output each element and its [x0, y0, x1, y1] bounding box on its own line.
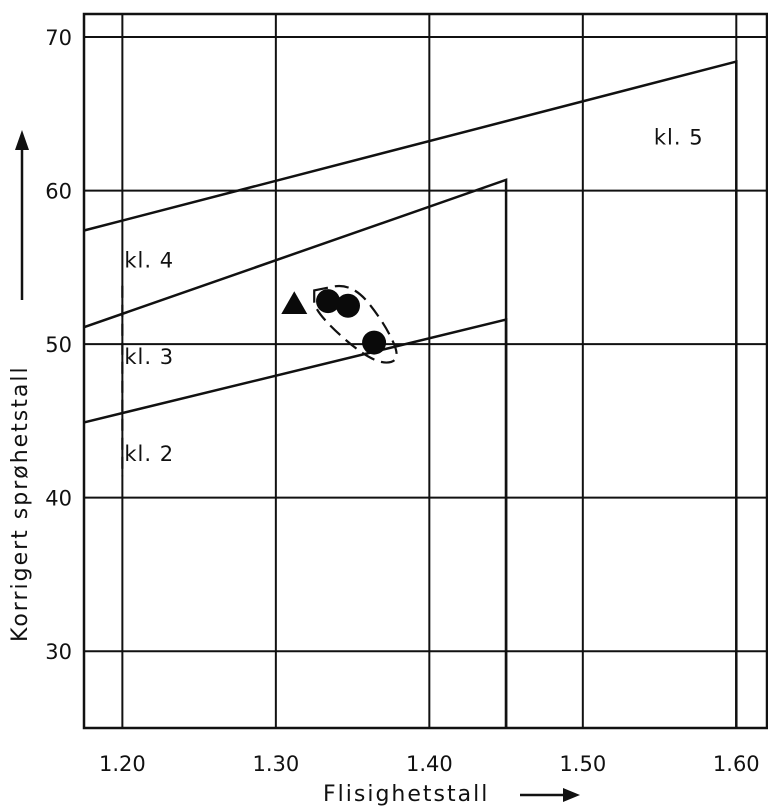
grid	[84, 14, 767, 728]
data-point-circle	[316, 289, 341, 314]
x-axis-arrow-head	[563, 788, 580, 802]
class-label: kl. 4	[124, 248, 174, 272]
x-tick-label: 1.60	[713, 752, 760, 776]
class-label: kl. 5	[654, 126, 704, 150]
y-tick-label: 60	[45, 180, 72, 204]
class-label: kl. 2	[124, 442, 174, 466]
x-tick-label: 1.40	[406, 752, 453, 776]
y-tick-label: 40	[45, 487, 72, 511]
x-axis-label: Flisighetstall	[323, 782, 489, 807]
class-label: kl. 3	[124, 345, 174, 369]
x-tick-label: 1.20	[99, 752, 146, 776]
dashed-enclosure	[313, 284, 398, 364]
class-boundaries	[83, 59, 738, 728]
tick-labels: 1.20 1.30 1.40 1.50 1.60 30 40 50 60 70	[45, 26, 759, 776]
y-axis-title: Korrigert sprøhetstall	[8, 130, 33, 642]
y-tick-label: 70	[45, 26, 72, 50]
x-tick-label: 1.50	[559, 752, 606, 776]
data-markers	[281, 289, 387, 355]
x-axis-title: Flisighetstall	[323, 782, 580, 807]
enclosure-outline	[313, 284, 398, 364]
class-boundary-line	[83, 59, 738, 728]
x-tick-label: 1.30	[252, 752, 299, 776]
class-boundary-line	[83, 178, 508, 728]
class-labels: kl. 5 kl. 4 kl. 3 kl. 2	[124, 126, 704, 466]
data-point-circle	[335, 293, 360, 318]
data-point-circle	[362, 330, 387, 355]
y-tick-label: 50	[45, 333, 72, 357]
y-tick-label: 30	[45, 640, 72, 664]
class-boundary-line	[83, 317, 508, 728]
data-point-triangle	[281, 291, 308, 314]
y-axis-arrow-head	[15, 130, 29, 150]
plot-frame	[82, 12, 768, 730]
y-axis-label: Korrigert sprøhetstall	[8, 365, 33, 642]
